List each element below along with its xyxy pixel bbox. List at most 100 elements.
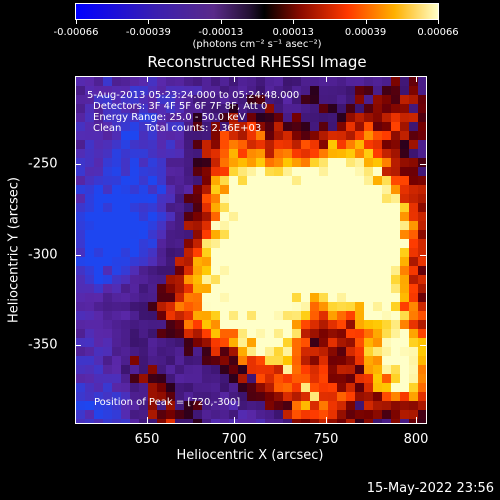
heatmap-cell xyxy=(103,302,112,311)
heatmap-cell xyxy=(85,221,94,230)
heatmap-cell xyxy=(373,167,382,176)
heatmap-cell xyxy=(76,302,85,311)
heatmap-cell xyxy=(364,392,373,401)
heatmap-cell xyxy=(247,131,256,140)
heatmap-cell xyxy=(94,104,103,113)
heatmap-cell xyxy=(157,122,166,131)
heatmap-cell xyxy=(139,149,148,158)
heatmap-cell xyxy=(166,392,175,401)
heatmap-cell xyxy=(202,104,211,113)
heatmap-cell xyxy=(94,365,103,374)
heatmap-cell xyxy=(310,140,319,149)
heatmap-cell xyxy=(220,185,229,194)
heatmap-cell xyxy=(94,248,103,257)
heatmap-cell xyxy=(229,149,238,158)
heatmap-cell xyxy=(112,401,121,410)
heatmap-cell xyxy=(391,104,400,113)
heatmap-cell xyxy=(85,203,94,212)
heatmap-cell xyxy=(238,257,247,266)
heatmap-cell xyxy=(148,77,157,86)
heatmap-cell xyxy=(418,194,426,203)
heatmap-cell xyxy=(355,419,364,423)
heatmap-cell xyxy=(328,257,337,266)
heatmap-cell xyxy=(364,410,373,419)
heatmap-cell xyxy=(130,104,139,113)
energy-range-label: Energy Range: 25.0 - 50.0 keV xyxy=(93,112,246,123)
heatmap-cell xyxy=(175,320,184,329)
heatmap-cell xyxy=(76,140,85,149)
heatmap-cell xyxy=(256,167,265,176)
heatmap-cell xyxy=(301,374,310,383)
heatmap-cell xyxy=(220,419,229,423)
heatmap-cell xyxy=(319,284,328,293)
heatmap-cell xyxy=(166,203,175,212)
heatmap-cell xyxy=(175,329,184,338)
heatmap-cell xyxy=(85,212,94,221)
heatmap-cell xyxy=(418,140,426,149)
heatmap-cell xyxy=(283,419,292,423)
heatmap-cell xyxy=(121,329,130,338)
heatmap-cell xyxy=(157,311,166,320)
heatmap-cell xyxy=(364,194,373,203)
heatmap-cell xyxy=(166,383,175,392)
heatmap-cell xyxy=(400,158,409,167)
heatmap-cell xyxy=(292,275,301,284)
heatmap-cell xyxy=(337,230,346,239)
heatmap-cell xyxy=(400,149,409,158)
heatmap-cell xyxy=(229,158,238,167)
heatmap-cell xyxy=(184,374,193,383)
heatmap-cell xyxy=(337,167,346,176)
heatmap-cell xyxy=(238,383,247,392)
heatmap-cell xyxy=(355,140,364,149)
heatmap-cell xyxy=(103,338,112,347)
heatmap-cell xyxy=(301,239,310,248)
heatmap-cell xyxy=(283,185,292,194)
heatmap-cell xyxy=(274,392,283,401)
heatmap-cell xyxy=(85,167,94,176)
heatmap-cell xyxy=(391,131,400,140)
heatmap-cell xyxy=(256,203,265,212)
heatmap-cell xyxy=(364,347,373,356)
heatmap-cell xyxy=(382,239,391,248)
total-counts-label: Total counts: 2.36E+03 xyxy=(145,123,262,134)
heatmap-cell xyxy=(220,383,229,392)
heatmap-cell xyxy=(193,257,202,266)
heatmap-cell xyxy=(202,221,211,230)
heatmap-cell xyxy=(274,311,283,320)
heatmap-cell xyxy=(175,275,184,284)
heatmap-cell xyxy=(166,365,175,374)
heatmap-cell xyxy=(166,275,175,284)
y-axis-tick xyxy=(75,164,81,165)
detectors-label: Detectors: 3F 4F 5F 6F 7F 8F, Att 0 xyxy=(93,101,268,112)
heatmap-cell xyxy=(85,311,94,320)
heatmap-cell xyxy=(283,104,292,113)
heatmap-cell xyxy=(85,239,94,248)
heatmap-cell xyxy=(391,401,400,410)
heatmap-cell xyxy=(265,113,274,122)
heatmap-cell xyxy=(85,95,94,104)
heatmap-cell xyxy=(319,392,328,401)
heatmap-cell xyxy=(184,257,193,266)
heatmap-cell xyxy=(94,419,103,423)
heatmap-cell xyxy=(220,158,229,167)
heatmap-cell xyxy=(418,221,426,230)
heatmap-cell xyxy=(139,401,148,410)
heatmap-cell xyxy=(355,248,364,257)
heatmap-cell xyxy=(418,329,426,338)
heatmap-cell xyxy=(310,248,319,257)
heatmap-cell xyxy=(373,392,382,401)
heatmap-cell xyxy=(337,284,346,293)
heatmap-cell xyxy=(175,266,184,275)
heatmap-cell xyxy=(148,239,157,248)
heatmap-cell xyxy=(76,221,85,230)
heatmap-cell xyxy=(121,257,130,266)
y-tick-label: -350 xyxy=(28,337,58,353)
heatmap-cell xyxy=(400,194,409,203)
heatmap-cell xyxy=(148,221,157,230)
heatmap-cell xyxy=(283,167,292,176)
heatmap-cell xyxy=(328,221,337,230)
heatmap-cell xyxy=(364,86,373,95)
heatmap-cell xyxy=(193,356,202,365)
heatmap-cell xyxy=(256,347,265,356)
heatmap-cell xyxy=(229,248,238,257)
